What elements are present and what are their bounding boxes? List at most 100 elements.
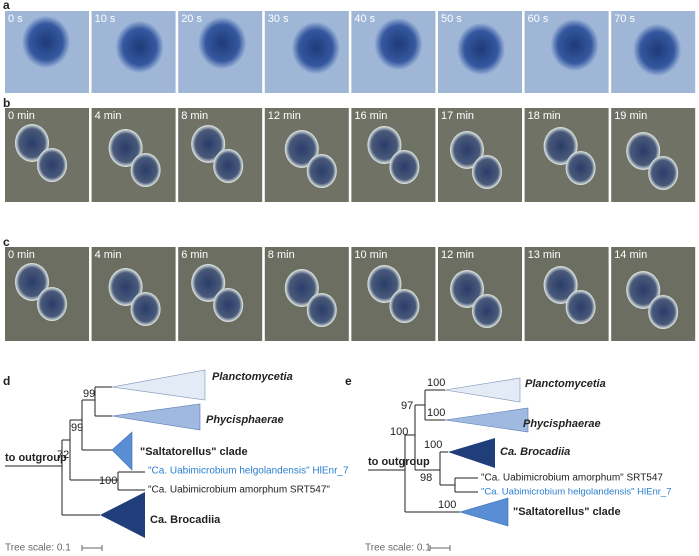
support: 100 xyxy=(390,426,408,438)
support: 99 xyxy=(71,422,83,434)
cell xyxy=(633,24,682,76)
time-label: 40 s xyxy=(354,13,375,25)
tree-d: d to outgroup Planctomycetia Phycisphaer… xyxy=(3,369,349,554)
cell xyxy=(291,22,340,74)
taxon: Ca. Brocadiia xyxy=(500,446,570,458)
cell xyxy=(15,124,49,162)
time-label: 4 min xyxy=(95,249,122,261)
cell xyxy=(472,294,502,328)
panel-label: d xyxy=(3,374,10,388)
support: 72 xyxy=(57,449,69,461)
support: 99 xyxy=(83,388,95,400)
time-label: 60 s xyxy=(528,13,549,25)
cell xyxy=(191,264,226,302)
cell xyxy=(367,265,402,303)
time-label: 0 min xyxy=(8,249,35,261)
panel-label: e xyxy=(345,374,352,388)
cell xyxy=(550,19,599,71)
time-label: 10 min xyxy=(354,249,387,261)
cell xyxy=(198,17,247,69)
cell xyxy=(130,153,161,187)
cell xyxy=(648,156,679,190)
taxon: Phycisphaerae xyxy=(206,414,284,426)
taxon: Planctomycetia xyxy=(525,378,606,390)
cell xyxy=(284,269,319,307)
support: 100 xyxy=(424,439,442,451)
tree-e: e to outgroup Planctomycetia Phycisphaer… xyxy=(345,374,672,553)
time-label: 20 s xyxy=(181,13,202,25)
time-label: 0 min xyxy=(8,110,35,122)
cell xyxy=(37,287,67,321)
support: 97 xyxy=(401,400,413,412)
time-label: 14 min xyxy=(614,249,647,261)
scale-label: Tree scale: 0.1 xyxy=(365,543,431,554)
cell xyxy=(472,155,502,189)
panel-label: b xyxy=(3,96,10,110)
cell xyxy=(284,130,319,168)
time-label: 0 s xyxy=(8,13,23,25)
cell xyxy=(213,288,244,322)
support: 100 xyxy=(427,407,445,419)
cell xyxy=(389,289,420,323)
taxon: Phycisphaerae xyxy=(523,418,601,430)
time-label: 16 min xyxy=(354,110,387,122)
cell xyxy=(191,125,226,163)
time-label: 12 min xyxy=(268,110,301,122)
outgroup-label: to outgroup xyxy=(368,456,430,468)
taxon: "Saltatorellus" clade xyxy=(140,446,248,458)
cell xyxy=(22,16,70,68)
cell xyxy=(306,154,337,188)
outgroup-label: to outgroup xyxy=(5,452,67,464)
time-label: 8 min xyxy=(181,110,208,122)
taxon: "Ca. Uabimicrobium helgolandensis" HlEnr… xyxy=(481,487,672,498)
cell xyxy=(15,263,49,301)
cell xyxy=(367,126,402,164)
support: 100 xyxy=(99,475,117,487)
cell xyxy=(306,293,337,327)
support: 100 xyxy=(427,377,445,389)
cell xyxy=(108,129,143,167)
time-label: 50 s xyxy=(441,13,462,25)
cell xyxy=(543,266,578,304)
time-label: 30 s xyxy=(268,13,289,25)
cell xyxy=(626,132,661,170)
time-label: 12 min xyxy=(441,249,474,261)
cell xyxy=(450,131,484,169)
cell xyxy=(130,292,161,326)
cell xyxy=(565,151,596,185)
time-label: 18 min xyxy=(528,110,561,122)
support: 98 xyxy=(420,472,432,484)
taxon: "Saltatorellus" clade xyxy=(513,506,621,518)
taxon: Ca. Brocadiia xyxy=(150,514,221,526)
time-label: 13 min xyxy=(528,249,561,261)
cell xyxy=(565,290,596,324)
time-label: 19 min xyxy=(614,110,647,122)
cell xyxy=(374,18,423,70)
time-label: 70 s xyxy=(614,13,635,25)
cell xyxy=(37,148,67,182)
taxon: "Ca. Uabimicrobium helgolandensis" HlEnr… xyxy=(148,466,349,477)
cell xyxy=(450,270,484,308)
micrographs: a0 s 10 s 20 s 30 s 40 s 50 s 60 s 70 sb0 min 4 … xyxy=(3,0,696,341)
time-label: 6 min xyxy=(181,249,208,261)
panel-label: a xyxy=(3,0,10,12)
taxon: Planctomycetia xyxy=(212,371,293,383)
cell xyxy=(543,127,578,165)
cell xyxy=(389,150,420,184)
taxon: "Ca. Uabimicrobium amorphum SRT547" xyxy=(148,485,330,496)
cell xyxy=(648,295,679,329)
time-label: 17 min xyxy=(441,110,474,122)
cell xyxy=(213,149,244,183)
taxon: "Ca. Uabimicrobium amorphum" SRT547 xyxy=(481,473,663,484)
time-label: 10 s xyxy=(95,13,116,25)
time-label: 8 min xyxy=(268,249,295,261)
cell xyxy=(457,23,505,75)
cell xyxy=(108,268,143,306)
scale-label: Tree scale: 0.1 xyxy=(5,543,71,554)
time-label: 4 min xyxy=(95,110,122,122)
cell xyxy=(115,21,164,73)
support: 100 xyxy=(438,499,456,511)
panel-label: c xyxy=(3,235,10,249)
cell xyxy=(626,271,661,309)
